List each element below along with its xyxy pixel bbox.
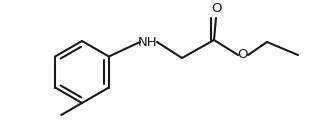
- Text: O: O: [211, 1, 221, 14]
- Text: O: O: [238, 49, 248, 62]
- Text: NH: NH: [138, 36, 158, 49]
